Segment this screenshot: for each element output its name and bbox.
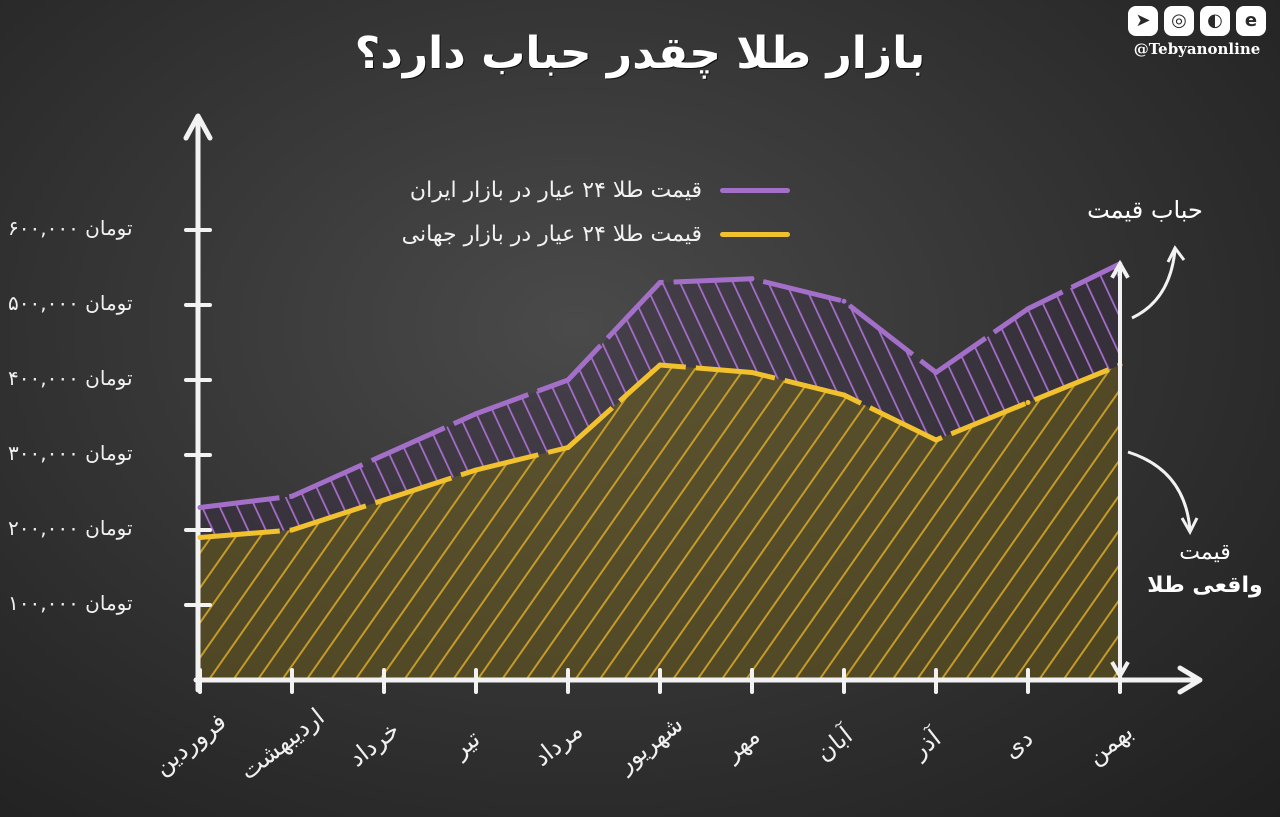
data-point-iran: [289, 493, 295, 499]
data-point-world: [565, 445, 571, 450]
data-point-iran: [933, 370, 939, 375]
data-point-iran: [381, 452, 387, 458]
y-axis-arrowhead: [183, 113, 213, 141]
y-tick-label: ۶۰۰,۰۰۰ تومان: [8, 216, 133, 240]
brand-handle[interactable]: @Tebyanonline: [1133, 40, 1261, 58]
real-pointer-arrow: [1127, 450, 1192, 531]
legend-label-world: قیمت طلا ۲۴ عیار در بازار جهانی: [401, 221, 702, 247]
data-point-world: [749, 370, 755, 375]
data-point-world: [473, 467, 479, 473]
instagram-icon[interactable]: ◎: [1164, 6, 1194, 36]
data-point-iran: [565, 377, 571, 383]
data-point-world: [197, 535, 203, 540]
y-tick-label: ۱۰۰,۰۰۰ تومان: [8, 591, 133, 615]
y-tick-label: ۳۰۰,۰۰۰ تومان: [8, 441, 133, 465]
legend-swatch-world: [720, 231, 790, 237]
y-tick-label: ۵۰۰,۰۰۰ تومان: [8, 291, 133, 315]
data-point-iran: [841, 298, 847, 304]
data-point-world: [289, 527, 295, 533]
real-price-line1: قیمت: [1179, 540, 1231, 565]
bubble-area: [200, 263, 1120, 538]
real-price-annotation: قیمت واقعی طلا: [1140, 540, 1270, 598]
legend-item-iran: قیمت طلا ۲۴ عیار در بازار ایران: [310, 168, 790, 212]
data-point-iran: [197, 505, 203, 510]
legend-swatch-iran: [720, 187, 790, 193]
bubble-annotation: حباب قیمت: [1087, 196, 1203, 224]
real-price-line2: واقعی طلا: [1147, 573, 1263, 598]
data-point-world: [1025, 400, 1031, 405]
x-axis-arrowhead: [1177, 665, 1203, 695]
telegram-icon[interactable]: ➤: [1128, 6, 1158, 36]
real-span-arrowhead: [1110, 661, 1130, 681]
legend: قیمت طلا ۲۴ عیار در بازار ایران قیمت طلا…: [310, 168, 790, 256]
data-point-iran: [749, 276, 755, 282]
data-point-iran: [657, 280, 663, 285]
data-point-world: [933, 437, 939, 443]
bubble-span-arrowhead: [1110, 259, 1130, 279]
legend-label-iran: قیمت طلا ۲۴ عیار در بازار ایران: [409, 177, 702, 203]
data-point-world: [841, 392, 847, 398]
eitaa-icon[interactable]: e: [1236, 6, 1266, 36]
legend-item-world: قیمت طلا ۲۴ عیار در بازار جهانی: [310, 212, 790, 256]
y-tick-label: ۴۰۰,۰۰۰ تومان: [8, 366, 133, 390]
brand-block: ➤ ◎ ◐ e @Tebyanonline: [1122, 6, 1272, 58]
y-tick-label: ۲۰۰,۰۰۰ تومان: [8, 516, 133, 540]
bubble-pointer-arrowhead: [1166, 245, 1186, 263]
data-point-world: [381, 497, 387, 503]
bubble-pointer-arrow: [1131, 249, 1177, 320]
data-point-iran: [1025, 306, 1031, 312]
data-point-world: [657, 362, 663, 368]
real-pointer-arrowhead: [1180, 517, 1199, 536]
page-title: بازار طلا چقدر حباب دارد؟: [354, 28, 926, 79]
soroush-icon[interactable]: ◐: [1200, 6, 1230, 36]
real-price-area: [200, 365, 1120, 680]
social-icons: ➤ ◎ ◐ e: [1122, 6, 1272, 36]
data-point-iran: [473, 411, 479, 417]
